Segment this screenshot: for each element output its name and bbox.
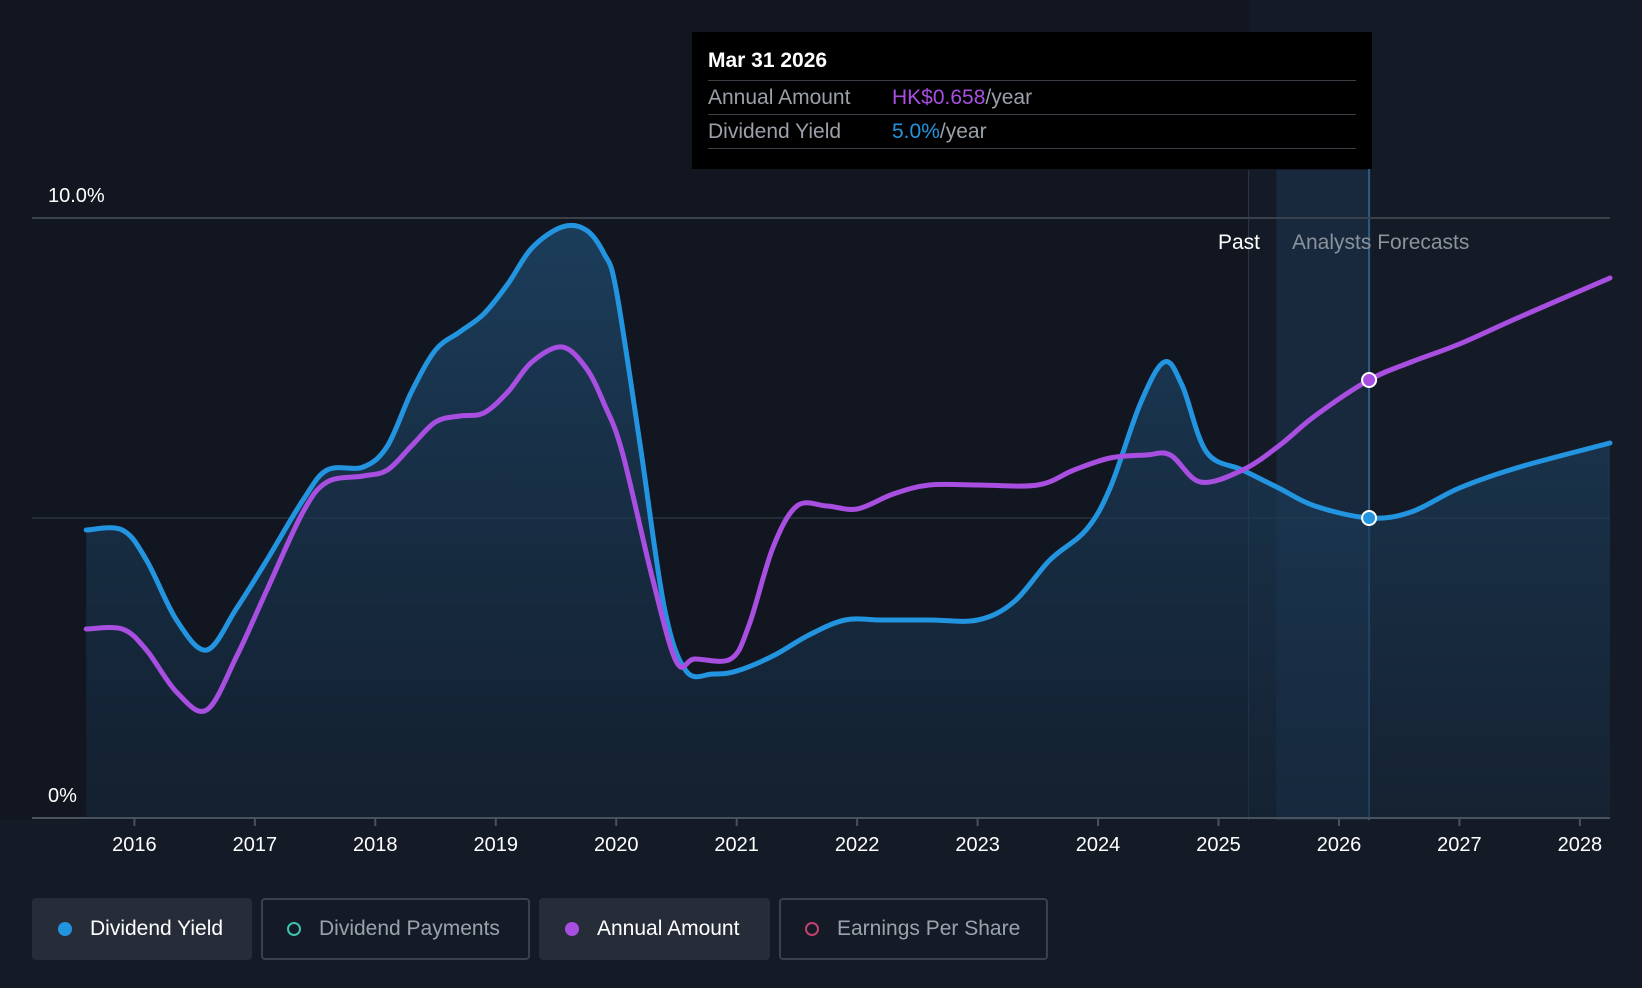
tooltip-dividend-yield-row: Dividend Yield 5.0% /year [708,115,1356,149]
forecast-label: Analysts Forecasts [1292,231,1469,254]
dividend-payments-ring-icon [287,922,301,936]
x-tick-label-2022: 2022 [835,834,880,856]
annual-amount-dot-icon [565,922,579,936]
x-tick-label-2021: 2021 [714,834,759,856]
legend-dividend-yield-label: Dividend Yield [90,917,224,940]
legend-annual-amount[interactable]: Annual Amount [539,898,770,960]
tooltip-annual-amount-row: Annual Amount HK$0.658 /year [708,81,1356,115]
x-tick-label-2016: 2016 [112,834,157,856]
x-tick-label-2020: 2020 [594,834,639,856]
past-label: Past [1218,231,1260,254]
earnings-per-share-ring-icon [805,922,819,936]
x-tick-label-2018: 2018 [353,834,398,856]
dividend-yield-marker [1361,510,1378,526]
x-tick-label-2017: 2017 [233,834,278,856]
legend-earnings-per-share[interactable]: Earnings Per Share [779,898,1048,960]
dividend-yield-dot-icon [58,922,72,936]
x-tick-label-2027: 2027 [1437,834,1482,856]
legend-dividend-payments[interactable]: Dividend Payments [261,898,530,960]
y-tick-bottom: 0% [48,785,77,807]
tooltip-date: Mar 31 2026 [708,46,1356,81]
tooltip-annual-amount-label: Annual Amount [708,86,851,109]
dividend-yield-line [83,222,1613,680]
tooltip-dividend-yield-label: Dividend Yield [708,120,842,143]
x-tick-label-2023: 2023 [955,834,1000,856]
x-tick-label-2028: 2028 [1558,834,1603,856]
tooltip-dividend-yield-suffix: /year [939,120,987,143]
legend: Dividend Yield Dividend Payments Annual … [32,898,1048,960]
tooltip-dividend-yield-value: 5.0% [892,120,940,143]
tooltip-annual-amount-value: HK$0.658 [892,86,986,109]
x-tick-label-2026: 2026 [1317,834,1362,856]
legend-annual-amount-label: Annual Amount [597,917,740,940]
tooltip-annual-amount-suffix: /year [985,86,1033,109]
legend-dividend-payments-label: Dividend Payments [319,917,500,940]
y-tick-top: 10.0% [48,185,105,207]
x-tick-label-2025: 2025 [1196,834,1241,856]
x-tick-label-2024: 2024 [1076,834,1121,856]
annual-amount-line [83,275,1613,714]
tooltip: Mar 31 2026 Annual Amount HK$0.658 /year… [692,32,1372,169]
dividend-yield-area [86,225,1611,819]
legend-dividend-yield[interactable]: Dividend Yield [32,898,252,960]
annual-amount-marker [1361,372,1378,388]
legend-earnings-per-share-label: Earnings Per Share [837,917,1021,940]
x-tick-label-2019: 2019 [474,834,519,856]
